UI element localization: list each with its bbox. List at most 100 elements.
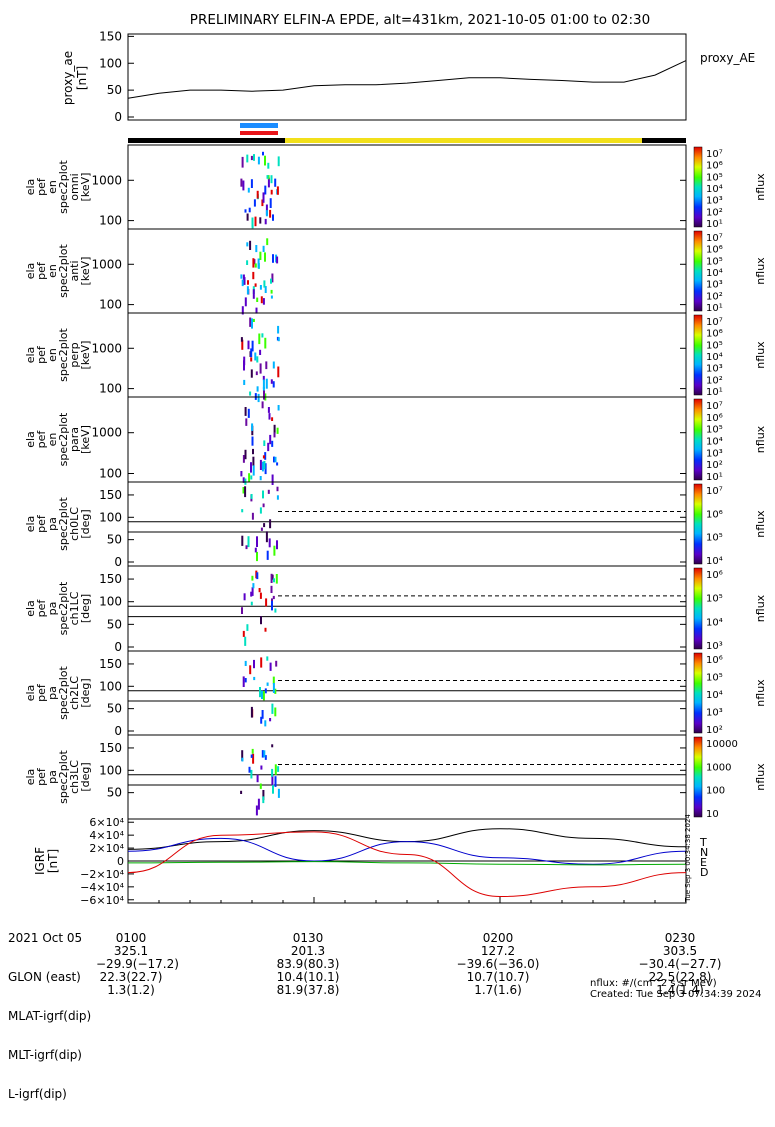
spectrogram-pixel	[269, 662, 272, 671]
spectrogram-pixel	[271, 440, 274, 447]
spectrogram-pixel	[265, 204, 268, 215]
spectrogram-pixel	[244, 660, 247, 666]
spectrogram-pixel	[276, 186, 279, 195]
colorbar-label: nflux	[754, 763, 767, 791]
panel-0: 1000100elapefenspec2plotomni[keV]10⁷10⁶1…	[24, 144, 767, 230]
spectrogram-pixel	[241, 750, 244, 761]
spectrogram-pixel	[269, 209, 272, 218]
panel-ylabel: [deg]	[79, 678, 92, 707]
colorbar-tick-label: 10⁴	[706, 184, 723, 195]
colorbar-tick-label: 10000	[706, 739, 738, 750]
spectrogram-pixel	[273, 424, 276, 434]
panel-ylabel: pef	[35, 177, 48, 196]
spectrogram-pixel	[246, 260, 249, 265]
spectrogram-pixel	[252, 271, 255, 280]
panel-ylabel: pef	[35, 261, 48, 280]
spectrogram-pixel	[270, 189, 273, 195]
spectrogram-pixel	[251, 340, 254, 352]
row-label-mlat: MLAT-igrf(dip)	[8, 1009, 92, 1023]
spectrogram-pixel	[271, 601, 273, 611]
spectrogram-pixel	[273, 432, 276, 438]
colorbar-label: nflux	[754, 257, 767, 285]
spectrogram-pixel	[265, 598, 268, 607]
panel-ylabel: para	[68, 427, 81, 452]
igrf-ylabel: [nT]	[46, 849, 60, 873]
spectrogram-pixel	[240, 471, 243, 477]
panel-frame	[127, 734, 687, 820]
panel-tick-label: 1000	[91, 341, 122, 355]
spectrogram-pixel	[252, 456, 255, 466]
panel-ylabel: [keV]	[79, 257, 92, 286]
col-0130: 0130 201.3 83.9(80.3) 10.4(10.1) 81.9(37.8)	[276, 931, 340, 997]
igrf-tick-label: −4×10⁴	[80, 881, 124, 894]
spectrogram-pixel	[270, 573, 273, 583]
spectrogram-pixel	[270, 289, 273, 294]
spectrogram-pixel	[240, 790, 243, 794]
spectrogram-pixel	[272, 676, 275, 685]
igrf-ylabel: IGRF	[33, 847, 47, 875]
panel-ylabel: pef	[35, 683, 48, 702]
spectrogram-pixel	[242, 676, 245, 687]
colorbar-tick-label: 10⁷	[706, 486, 723, 497]
spectrogram-pixel	[259, 349, 262, 355]
spectrogram-pixel	[272, 683, 275, 693]
panel-ylabel: en	[46, 433, 59, 447]
colorbar-tick-label: 10³	[706, 708, 723, 719]
colorbar-tick-label: 10²	[706, 207, 723, 218]
spectrogram-pixel	[272, 784, 274, 794]
spectrogram-pixel	[244, 209, 247, 213]
figure-canvas: PRELIMINARY ELFIN-A EPDE, alt=431km, 202…	[24, 12, 767, 907]
spectrogram-pixel	[262, 796, 265, 804]
spectrogram-pixel	[258, 588, 261, 593]
spectrogram-pixel	[246, 154, 249, 163]
colorbar-tick-label: 10³	[706, 448, 723, 459]
spectrogram-pixel	[262, 490, 264, 499]
spectrogram-pixel	[275, 660, 278, 667]
igrf-tick-label: −6×10⁴	[80, 894, 124, 907]
spectrogram-pixel	[266, 175, 269, 179]
spectrogram-pixel	[260, 616, 262, 625]
panel-ylabel: ela	[24, 769, 37, 786]
spectrogram-pixel	[249, 665, 252, 675]
spectrogram-pixel	[270, 278, 272, 284]
spectrogram-pixel	[244, 297, 247, 307]
spectrogram-pixel	[274, 707, 277, 717]
spectrogram-pixel	[256, 356, 259, 363]
colorbar	[693, 398, 703, 481]
spectrogram-pixel	[254, 352, 257, 361]
spectrogram-pixel	[261, 750, 264, 758]
col-0200: 0200 127.2 −39.6(−36.0) 10.7(10.7) 1.7(1.6)	[456, 931, 540, 997]
spectrogram-pixel	[269, 519, 272, 529]
panel-ylabel: [deg]	[79, 594, 92, 623]
colorbar-tick-label: 10⁶	[706, 161, 723, 172]
col-0100: 0100 325.1 −29.9(−17.2) 22.3(22.7) 1.3(1.2)	[96, 931, 179, 997]
spectrogram-pixel	[257, 258, 260, 269]
spectrogram-pixel	[250, 155, 253, 161]
colorbar	[693, 230, 703, 312]
spectrogram-pixel	[255, 371, 258, 376]
colorbar-tick-label: 10⁶	[706, 655, 723, 666]
colorbar-tick-label: 10⁴	[706, 556, 723, 567]
spectrogram-pixel	[246, 242, 249, 247]
spectrogram-pixel	[274, 608, 277, 613]
spectrogram-pixel	[251, 217, 254, 227]
panel-tick-label: 1000	[91, 257, 122, 271]
spectrogram-pixel	[264, 755, 267, 760]
spectrogram-pixel	[259, 285, 262, 290]
spectrogram-pixel	[277, 366, 280, 378]
panel-ylabel: [keV]	[79, 425, 92, 454]
spectrogram-pixel	[258, 333, 261, 345]
spectrogram-pixel	[256, 386, 259, 392]
spectrogram-pixel	[268, 538, 271, 548]
spectrogram-pixel	[241, 757, 244, 762]
panel-ylabel: ch0LC	[68, 507, 81, 541]
spectrogram-pixel	[243, 593, 246, 601]
spectrogram-pixel	[249, 391, 252, 396]
panel-tick-label: 150	[99, 488, 122, 502]
ae-tick-label: 100	[99, 56, 122, 70]
spectrogram-pixel	[244, 486, 247, 498]
spectrogram-pixel	[242, 487, 245, 494]
spectrogram-pixel	[257, 156, 260, 165]
spectrogram-pixel	[245, 418, 248, 426]
